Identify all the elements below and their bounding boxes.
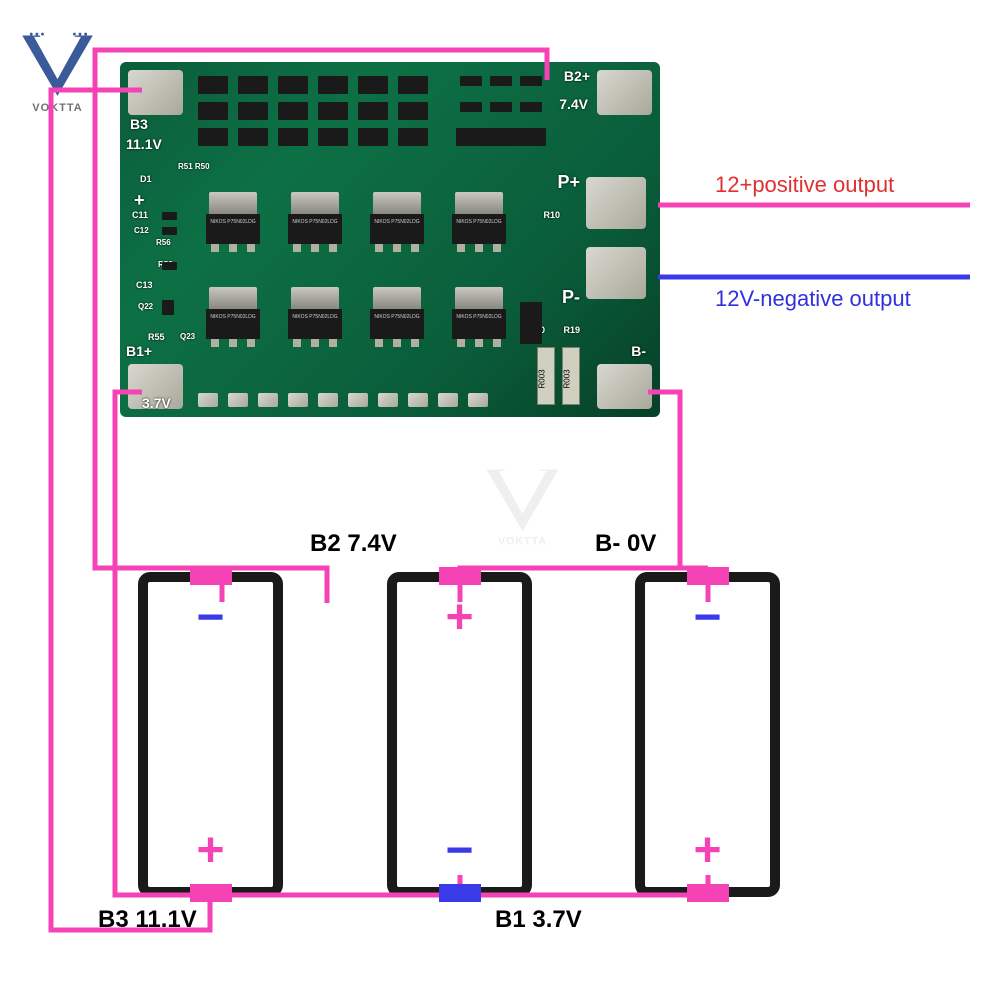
battery-terminal-bottom	[687, 884, 729, 902]
label-b3: B3 11.1V	[98, 906, 197, 934]
pcb-pad-pplus	[586, 177, 646, 229]
mosfet-1: NIKOS P75N02LDG	[202, 192, 264, 252]
mosfet-5: NIKOS P75N02LDG	[202, 287, 264, 347]
mosfet-7: NIKOS P75N02LDG	[366, 287, 428, 347]
pcb-silk-111v: 11.1V	[126, 136, 162, 152]
mosfet-2: NIKOS P75N02LDG	[284, 192, 346, 252]
label-b1: B1 3.7V	[495, 906, 582, 934]
sense-resistor-2: R003	[537, 347, 555, 405]
pcb-silk-bminus: B-	[631, 343, 646, 359]
battery-cell-1: − +	[635, 572, 780, 897]
mosfet-4: NIKOS P75N02LDG	[448, 192, 510, 252]
label-negative-output: 12V-negative output	[715, 286, 911, 312]
brand-logo: VOKTTA	[10, 30, 105, 125]
battery-terminal-bottom	[190, 884, 232, 902]
logo-v-icon	[20, 30, 95, 100]
battery-terminal-top	[687, 567, 729, 585]
bms-pcb-board: B3 11.1V B2+ 7.4V P+ P- B- B1+ 3.7V D1 R…	[120, 62, 660, 417]
sense-resistor-1: R003	[562, 347, 580, 405]
pcb-silk-74v: 7.4V	[559, 96, 588, 112]
battery-terminal-bottom	[439, 884, 481, 902]
pcb-pad-bminus	[597, 364, 652, 409]
pcb-silk-37v: 3.7V	[142, 395, 171, 411]
mosfet-8: NIKOS P75N02LDG	[448, 287, 510, 347]
pcb-silk-b3: B3	[130, 116, 148, 132]
pcb-pad-b2plus	[597, 70, 652, 115]
pcb-pad-b3	[128, 70, 183, 115]
battery-cell-3: − +	[138, 572, 283, 897]
pcb-pad-pminus	[586, 247, 646, 299]
mosfet-6: NIKOS P75N02LDG	[284, 287, 346, 347]
battery-terminal-top	[190, 567, 232, 585]
battery-terminal-top	[439, 567, 481, 585]
pcb-silk-b2plus: B2+	[564, 68, 590, 84]
pcb-silk-pminus: P-	[562, 287, 580, 308]
mosfet-3: NIKOS P75N02LDG	[366, 192, 428, 252]
battery-cell-2: + −	[387, 572, 532, 897]
pcb-silk-b1plus: B1+	[126, 343, 152, 359]
label-b2: B2 7.4V	[310, 530, 397, 558]
watermark-logo: VOKTTA	[484, 465, 561, 548]
pcb-silk-pplus: P+	[557, 172, 580, 193]
logo-text: VOKTTA	[32, 102, 82, 114]
label-positive-output: 12+positive output	[715, 172, 894, 198]
label-bminus: B- 0V	[595, 530, 656, 558]
